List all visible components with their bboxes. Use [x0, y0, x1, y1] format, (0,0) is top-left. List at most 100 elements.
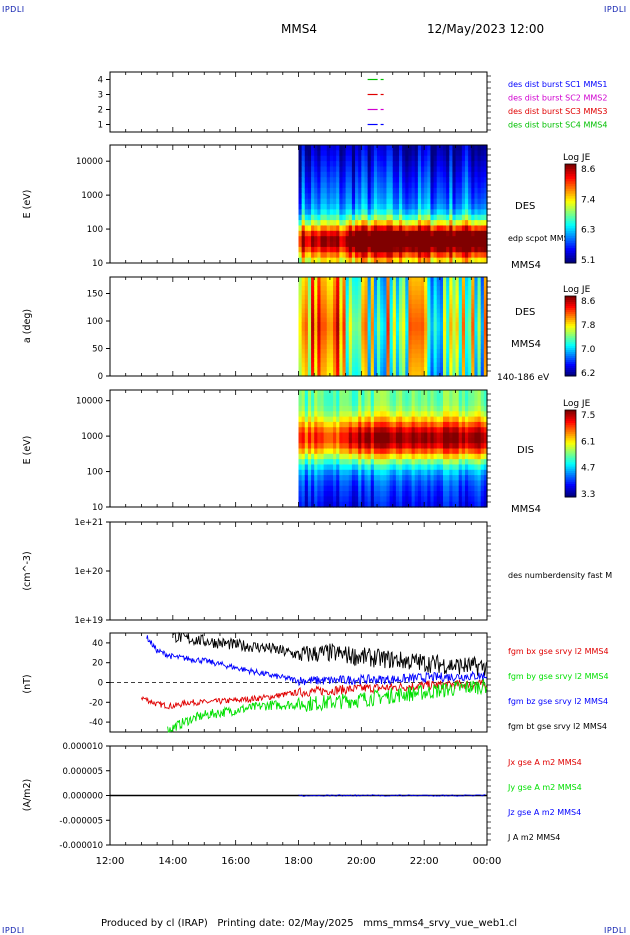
- dis-energy-cell: [311, 411, 315, 418]
- dis-energy-cell: [465, 475, 469, 482]
- dis-energy-cell: [389, 485, 394, 492]
- des-pitch-cell: [402, 326, 406, 332]
- dis-energy-cell: [411, 437, 416, 444]
- des-pitch-cell: [392, 317, 397, 323]
- des-pitch-cell: [458, 340, 463, 346]
- des-pitch-cell: [380, 371, 384, 377]
- des-energy-cell: [436, 177, 441, 184]
- des-pitch-cell: [477, 317, 482, 323]
- dis-energy-cell: [417, 432, 422, 439]
- dis-energy-cell: [455, 405, 460, 412]
- dis-energy-cell: [367, 459, 372, 466]
- des-pitch-cell: [458, 295, 463, 301]
- dis-energy-cell: [443, 405, 447, 412]
- des-pitch-cell: [377, 367, 381, 373]
- des-pitch-cell: [417, 349, 422, 355]
- des-pitch-cell: [443, 304, 447, 310]
- des-pitch-cell: [329, 326, 334, 332]
- des-energy-cell: [427, 252, 432, 259]
- dis-energy-cell: [386, 485, 391, 492]
- des-energy-cell: [471, 246, 476, 253]
- dis-energy-cell: [326, 421, 331, 428]
- dis-energy-cell: [483, 416, 488, 423]
- des-energy-cell: [361, 177, 366, 184]
- des-energy-cell: [301, 246, 306, 253]
- dis-energy-cell: [389, 443, 394, 450]
- des-pitch-cell: [480, 335, 485, 341]
- des-energy-cell: [411, 198, 416, 205]
- des-pitch-cell: [351, 344, 356, 350]
- des-energy-cell: [474, 236, 479, 243]
- des-energy-cell: [339, 150, 344, 157]
- des-pitch-cell: [361, 313, 366, 319]
- des-energy-cell: [477, 204, 482, 210]
- des-pitch-cell: [439, 349, 444, 355]
- dis-energy-cell: [395, 443, 400, 450]
- des-pitch-cell: [389, 362, 394, 368]
- des-pitch-cell: [405, 371, 410, 377]
- dis-energy-cell: [408, 501, 413, 508]
- des-energy-cell: [455, 204, 460, 210]
- des-pitch-cell: [474, 308, 479, 314]
- des-pitch-cell: [480, 349, 485, 355]
- dis-energy-colorbar-swatch: [565, 436, 576, 439]
- dis-energy-cell: [364, 485, 369, 492]
- des-energy-cell: [323, 220, 328, 227]
- des-energy-cell: [474, 209, 479, 216]
- des-pitch-cell: [323, 362, 328, 368]
- dis-energy-cell: [383, 405, 388, 412]
- des-pitch-colorbar-swatch: [565, 352, 576, 355]
- dis-energy-colorbar-swatch: [565, 423, 576, 426]
- dis-energy-cell: [408, 453, 413, 460]
- des-pitch-cell: [323, 358, 328, 364]
- dis-energy-cell: [351, 443, 356, 450]
- dis-energy-cell: [323, 405, 328, 412]
- des-pitch-cell: [377, 304, 381, 310]
- des-energy-cell: [311, 236, 315, 243]
- des-energy-cell: [411, 187, 416, 194]
- dis-energy-cell: [389, 421, 394, 428]
- des-pitch-cell: [449, 331, 454, 337]
- des-energy-cell: [383, 257, 388, 264]
- des-energy-cell: [449, 171, 454, 178]
- dis-energy-cell: [329, 416, 334, 423]
- dis-energy-cell: [433, 448, 438, 455]
- des-pitch-cell: [411, 340, 416, 346]
- des-pitch-cell: [336, 362, 340, 368]
- des-energy-cell: [342, 150, 347, 157]
- dis-energy-cell: [439, 395, 444, 402]
- des-pitch-cell: [439, 295, 444, 301]
- des-energy-cell: [329, 171, 334, 178]
- dis-energy-cell: [449, 443, 454, 450]
- des-energy-cell: [345, 236, 350, 243]
- des-energy-cell: [424, 198, 428, 205]
- dis-energy-cell: [414, 464, 419, 471]
- dis-energy-cell: [402, 443, 406, 450]
- des-energy-cell: [399, 204, 403, 210]
- fgm-axis-ytick-label: 0: [98, 679, 103, 689]
- dis-energy-cell: [301, 427, 306, 434]
- dis-energy-cell: [436, 501, 441, 508]
- des-energy-cell: [304, 198, 309, 205]
- des-pitch-cell: [329, 277, 334, 283]
- des-pitch-cell: [351, 281, 356, 287]
- des-pitch-cell: [483, 367, 488, 373]
- des-pitch-cell: [345, 335, 350, 341]
- des-energy-cell: [433, 150, 438, 157]
- dis-energy-cell: [373, 411, 378, 418]
- des-energy-cell: [370, 145, 375, 151]
- des-pitch-cell: [471, 304, 476, 310]
- des-energy-cell: [483, 257, 488, 264]
- des-pitch-cell: [361, 367, 366, 373]
- dis-energy-cell: [455, 469, 460, 476]
- des-pitch-cell: [389, 371, 394, 377]
- dis-energy-cell: [405, 411, 410, 418]
- dis-energy-cell: [329, 501, 334, 508]
- dis-energy-cell: [389, 416, 394, 423]
- dis-energy-cell: [314, 496, 318, 503]
- dis-energy-cell: [480, 411, 485, 418]
- des-pitch-cell: [333, 331, 337, 337]
- dis-energy-cell: [358, 469, 362, 476]
- dis-energy-cell: [377, 395, 381, 402]
- dis-energy-cell: [414, 448, 419, 455]
